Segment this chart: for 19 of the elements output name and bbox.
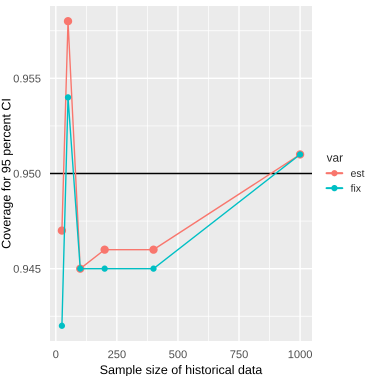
- x-tick-label: 500: [169, 350, 187, 358]
- point: [64, 17, 72, 26]
- y-tick-label: 0.955: [14, 74, 41, 82]
- y-tick-label: 0.945: [14, 264, 41, 273]
- x-tick-label: 0: [53, 350, 58, 358]
- point: [149, 245, 158, 254]
- legend-label: est: [351, 170, 364, 177]
- legend-title: var: [326, 155, 343, 162]
- legend-label: fix: [350, 184, 361, 192]
- x-tick-label: 250: [108, 350, 126, 358]
- point: [100, 245, 109, 254]
- point: [64, 94, 72, 100]
- y-axis-title: Coverage for 95 percent CI: [1, 99, 13, 248]
- x-tick-label: 1000: [288, 350, 312, 358]
- y-tick-label: 0.950: [14, 170, 41, 178]
- point: [102, 266, 108, 272]
- x-tick-label: 750: [230, 350, 248, 358]
- point: [150, 266, 157, 272]
- point: [58, 322, 66, 329]
